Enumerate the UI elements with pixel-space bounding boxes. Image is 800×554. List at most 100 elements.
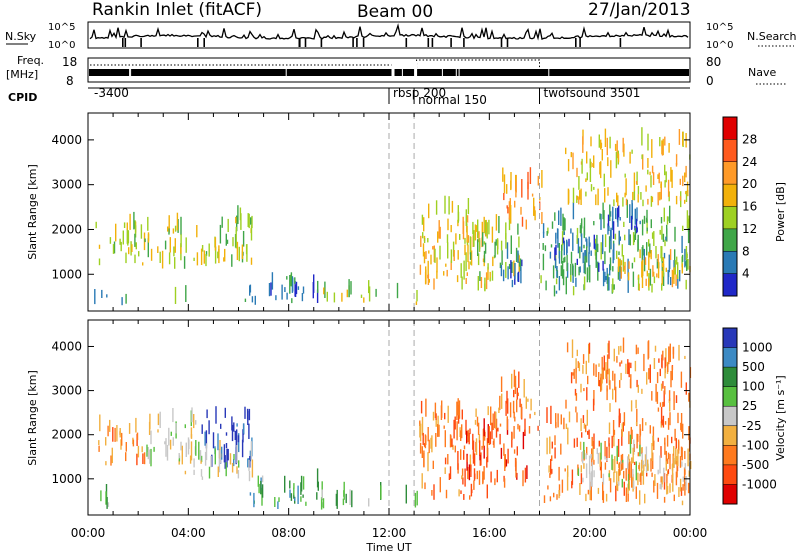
data-streak bbox=[583, 217, 586, 236]
data-streak bbox=[593, 459, 595, 465]
data-streak bbox=[675, 395, 678, 403]
data-streak bbox=[498, 216, 500, 234]
data-streak bbox=[180, 441, 182, 451]
data-streak bbox=[169, 237, 171, 253]
data-streak bbox=[164, 441, 166, 445]
data-streak bbox=[465, 419, 467, 435]
data-streak bbox=[596, 448, 598, 455]
data-streak bbox=[445, 263, 447, 267]
data-streak bbox=[499, 423, 502, 427]
velocity-y-label: Slant Range [km] bbox=[26, 370, 39, 466]
data-streak bbox=[687, 228, 690, 244]
data-streak bbox=[622, 197, 624, 207]
data-streak bbox=[238, 246, 240, 262]
data-streak bbox=[685, 279, 687, 290]
data-streak bbox=[510, 205, 512, 224]
data-streak bbox=[598, 372, 600, 387]
data-streak bbox=[509, 402, 512, 418]
data-streak bbox=[608, 473, 610, 478]
data-streak bbox=[191, 407, 193, 423]
data-streak bbox=[609, 211, 612, 217]
data-streak bbox=[582, 477, 584, 483]
data-streak bbox=[647, 169, 649, 175]
colorbar-tick-label: 500 bbox=[742, 360, 765, 374]
data-streak bbox=[564, 256, 566, 263]
data-streak bbox=[671, 366, 673, 381]
data-streak bbox=[666, 435, 669, 447]
data-streak bbox=[641, 219, 644, 236]
colorbar-tick-label: 12 bbox=[742, 222, 757, 236]
time-axis-labels: 00:00 04:00 08:00 12:00 16:00 20:00 00:00 bbox=[71, 526, 708, 540]
data-streak bbox=[174, 238, 176, 253]
data-streak bbox=[502, 167, 504, 182]
data-streak bbox=[667, 269, 669, 285]
data-streak bbox=[611, 454, 613, 470]
data-streak bbox=[612, 278, 614, 293]
power-data bbox=[94, 127, 691, 306]
data-streak bbox=[628, 229, 630, 245]
data-streak bbox=[647, 198, 649, 205]
data-streak bbox=[591, 457, 593, 467]
data-streak bbox=[190, 441, 193, 461]
data-streak bbox=[643, 248, 645, 261]
data-streak bbox=[675, 438, 677, 449]
data-streak bbox=[578, 362, 581, 372]
data-streak bbox=[574, 388, 577, 396]
data-streak bbox=[664, 180, 666, 188]
data-streak bbox=[629, 151, 631, 164]
data-streak bbox=[225, 233, 227, 246]
data-streak bbox=[678, 344, 680, 361]
data-streak bbox=[172, 228, 175, 234]
data-streak bbox=[668, 346, 670, 365]
data-streak bbox=[425, 266, 427, 285]
data-streak bbox=[657, 261, 660, 279]
data-streak bbox=[630, 426, 632, 444]
data-streak bbox=[544, 245, 547, 252]
data-streak bbox=[604, 128, 607, 147]
data-streak bbox=[427, 427, 429, 442]
data-streak bbox=[492, 256, 494, 267]
data-streak bbox=[652, 172, 655, 185]
data-streak bbox=[518, 425, 521, 432]
data-streak bbox=[663, 252, 666, 259]
data-streak bbox=[650, 458, 652, 472]
data-streak bbox=[564, 468, 566, 472]
data-streak bbox=[606, 388, 608, 401]
data-streak bbox=[626, 199, 628, 218]
data-streak bbox=[470, 261, 472, 265]
data-streak bbox=[673, 267, 675, 284]
data-streak bbox=[607, 343, 609, 353]
data-streak bbox=[519, 398, 521, 408]
data-streak bbox=[673, 455, 675, 468]
data-streak bbox=[667, 179, 670, 197]
data-streak bbox=[479, 440, 481, 456]
date-title: 27/Jan/2013 bbox=[588, 0, 691, 20]
data-streak bbox=[451, 438, 453, 448]
data-streak bbox=[469, 428, 471, 435]
data-streak bbox=[558, 251, 561, 264]
data-streak bbox=[625, 363, 627, 374]
data-streak bbox=[610, 160, 612, 178]
data-streak bbox=[528, 426, 531, 434]
freq-panel-frame bbox=[87, 57, 691, 83]
data-streak bbox=[295, 281, 298, 295]
data-streak bbox=[685, 165, 687, 178]
data-streak bbox=[628, 458, 631, 464]
data-streak bbox=[632, 232, 635, 246]
data-streak bbox=[446, 269, 448, 277]
data-streak bbox=[180, 234, 182, 248]
data-streak bbox=[657, 174, 659, 179]
data-streak bbox=[643, 215, 646, 224]
data-streak bbox=[550, 458, 552, 475]
data-streak bbox=[437, 415, 439, 428]
data-streak bbox=[289, 489, 291, 498]
data-streak bbox=[684, 469, 686, 475]
data-streak bbox=[121, 432, 123, 446]
data-streak bbox=[131, 244, 133, 252]
data-streak bbox=[541, 212, 543, 224]
data-streak bbox=[619, 362, 621, 367]
data-streak bbox=[623, 221, 625, 227]
data-streak bbox=[508, 217, 511, 231]
data-streak bbox=[601, 149, 603, 161]
